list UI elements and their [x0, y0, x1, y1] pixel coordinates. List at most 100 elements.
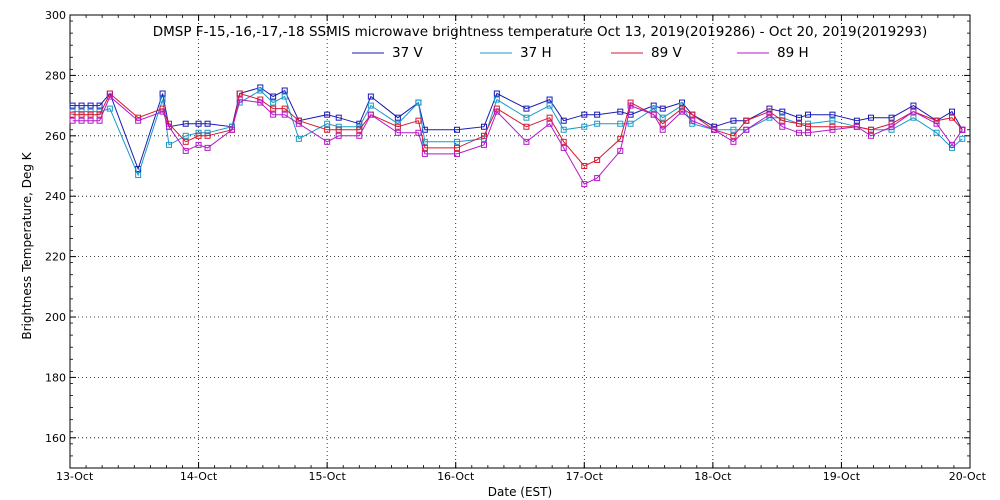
- data-point: [594, 175, 601, 182]
- data-point: [182, 120, 189, 127]
- data-point: [779, 117, 786, 124]
- data-point: [69, 111, 76, 118]
- data-point: [910, 114, 917, 121]
- data-point: [195, 120, 202, 127]
- data-point: [324, 120, 331, 127]
- data-point: [689, 117, 696, 124]
- data-point: [236, 90, 243, 97]
- legend-label: 37 H: [520, 45, 552, 61]
- data-point: [281, 111, 288, 118]
- data-point: [415, 117, 422, 124]
- legend: 37 V 37 H 89 V 89 H: [352, 45, 809, 61]
- data-point: [868, 132, 874, 139]
- data-point: [594, 156, 601, 163]
- legend-label: 89 H: [777, 45, 809, 61]
- data-point: [523, 123, 530, 130]
- data-point: [689, 111, 696, 118]
- data-point: [560, 144, 567, 151]
- x-tick-label: 15-Oct: [308, 470, 346, 483]
- data-point: [69, 117, 76, 124]
- data-point: [581, 111, 588, 118]
- data-point: [481, 123, 487, 130]
- data-point: [394, 114, 401, 121]
- data-point: [356, 126, 363, 133]
- data-point: [324, 111, 331, 118]
- data-point: [659, 126, 666, 133]
- data-point: [159, 90, 166, 97]
- data-point: [581, 163, 588, 169]
- data-point: [949, 108, 955, 115]
- data-point: [257, 99, 264, 106]
- x-tick-label: 13-Oct: [56, 470, 94, 483]
- data-point: [204, 120, 211, 127]
- data-point: [229, 126, 235, 133]
- data-point: [295, 135, 302, 142]
- data-point: [106, 93, 113, 100]
- x-axis-label: Date (EST): [488, 485, 552, 499]
- data-point: [270, 93, 277, 100]
- y-tick-label: 160: [45, 432, 66, 445]
- data-point: [69, 108, 76, 115]
- data-point: [69, 102, 76, 109]
- x-tick-label: 14-Oct: [180, 470, 218, 483]
- data-point: [560, 117, 567, 124]
- data-point: [766, 111, 773, 118]
- data-point: [481, 141, 487, 148]
- data-point: [270, 111, 277, 118]
- axes: 160 180 200 220 240 260 280 300 13-Oct 14-Oct 15-O…: [45, 9, 987, 483]
- data-point: [367, 111, 374, 118]
- data-point: [779, 123, 786, 130]
- data-point: [295, 120, 302, 127]
- data-point: [270, 105, 277, 112]
- chart-title: DMSP F-15,-16,-17,-18 SSMIS microwave br…: [153, 24, 927, 40]
- y-tick-label: 180: [45, 371, 66, 384]
- data-point: [335, 126, 342, 133]
- series-layer: [69, 84, 966, 188]
- x-tick-label: 18-Oct: [694, 470, 732, 483]
- data-point: [560, 138, 567, 145]
- data-point: [281, 105, 288, 112]
- data-point: [805, 111, 811, 118]
- y-tick-label: 240: [45, 190, 66, 203]
- data-point: [493, 108, 500, 115]
- data-point: [829, 111, 836, 118]
- data-point: [949, 114, 955, 121]
- data-point: [204, 129, 211, 136]
- data-point: [796, 120, 802, 127]
- data-point: [159, 108, 166, 115]
- data-point: [523, 105, 530, 112]
- data-point: [78, 111, 85, 118]
- data-point: [135, 117, 142, 124]
- data-point: [204, 132, 211, 139]
- data-point: [454, 150, 460, 157]
- data-point: [853, 117, 860, 124]
- data-point: [270, 99, 277, 106]
- data-point: [324, 138, 331, 145]
- series-89-h: [69, 93, 966, 188]
- data-point: [546, 102, 553, 109]
- plot-area: [69, 14, 971, 469]
- data-point: [829, 123, 836, 130]
- y-axis-label: Brightness Temperature, Deg K: [20, 151, 34, 339]
- data-point: [281, 87, 288, 94]
- data-point: [96, 102, 103, 109]
- data-point: [78, 117, 85, 124]
- data-point: [796, 129, 802, 136]
- x-tick-label: 20-Oct: [949, 470, 987, 483]
- data-point: [933, 129, 940, 136]
- data-point: [829, 117, 836, 124]
- data-point: [829, 126, 836, 133]
- data-point: [356, 132, 363, 139]
- data-point: [195, 132, 202, 139]
- data-point: [560, 126, 567, 133]
- data-point: [281, 93, 288, 100]
- data-point: [594, 120, 601, 127]
- data-point: [454, 144, 460, 151]
- data-point: [493, 90, 500, 97]
- data-point: [324, 126, 331, 133]
- data-point: [394, 129, 401, 136]
- data-point: [135, 172, 142, 179]
- data-point: [335, 132, 342, 139]
- data-point: [493, 96, 500, 103]
